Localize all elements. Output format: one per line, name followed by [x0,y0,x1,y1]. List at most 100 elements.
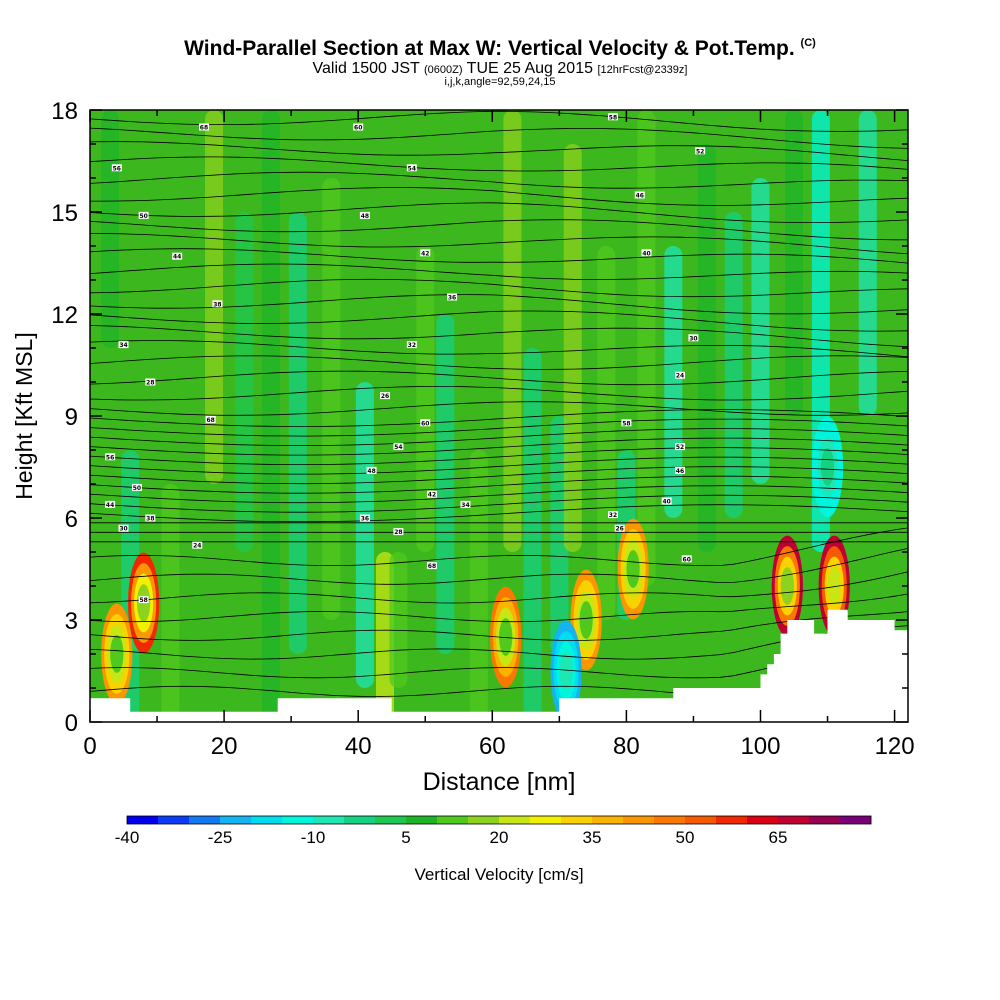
svg-text:28: 28 [146,380,154,387]
theta-label-6: 50 [138,211,149,220]
vv-cell-4-3 [626,550,640,588]
x-tick-label-40: 40 [345,733,372,760]
theta-label-36: 30 [118,524,129,533]
theta-label-17: 28 [145,378,156,387]
theta-line-31 [90,263,908,280]
theta-label-13: 36 [447,293,458,302]
theta-label-40: 68 [426,562,437,570]
svg-text:58: 58 [609,114,617,121]
vv-cell-5-3 [780,567,794,605]
colorbar-swatch-17 [654,816,686,824]
theta-line-19 [90,428,908,446]
svg-text:56: 56 [106,454,114,461]
theta-label-2: 58 [607,113,618,121]
svg-text:36: 36 [448,295,456,302]
theta-label-0: 68 [198,123,209,132]
vv-cell-3-3 [579,601,593,639]
y-tick-label-9: 9 [65,404,78,431]
colorbar-tick-7: 65 [769,828,788,847]
colorbar-swatch-3 [220,816,252,824]
theta-label-37: 28 [393,528,404,536]
theta-label-9: 44 [172,252,183,261]
svg-text:50: 50 [133,485,141,492]
theta-line-36 [90,187,908,206]
theta-line-37 [90,171,908,189]
svg-text:52: 52 [696,148,704,155]
terrain-mask [90,609,908,722]
theta-label-26: 50 [131,483,142,492]
vv-band-4 [235,212,254,552]
theta-line-7 [90,527,908,567]
x-tick-label-80: 80 [613,733,640,760]
svg-text:60: 60 [421,420,429,427]
svg-text:36: 36 [361,516,369,523]
vv-band-17 [563,144,582,552]
vv-band-7 [322,178,341,620]
vv-band-6 [288,212,307,654]
theta-label-14: 34 [118,341,129,349]
x-axis-label: Distance [nm] [423,768,576,796]
theta-label-31: 40 [661,497,672,506]
theta-line-20 [90,418,908,437]
colorbar-tick-1: -25 [208,828,233,847]
theta-line-29 [90,294,908,315]
theta-label-27: 48 [366,466,377,475]
theta-line-24 [90,370,908,386]
svg-text:52: 52 [676,444,684,451]
theta-line-6 [90,548,908,585]
colorbar-label: Vertical Velocity [cm/s] [414,865,583,884]
colorbar: -40 -25 -10 5 20 35 50 65 Vertical Velocity [cm/… [115,815,872,884]
vv-band-10 [389,552,408,688]
theta-line-34 [90,219,908,241]
svg-text:38: 38 [213,301,221,308]
theta-line-13 [90,485,908,504]
svg-text:24: 24 [193,543,201,550]
colorbar-swatch-9 [406,816,438,824]
svg-text:60: 60 [354,125,362,132]
colorbar-swatch-4 [251,816,283,824]
colorbar-tick-6: 50 [676,828,695,847]
theta-label-25: 52 [675,443,686,451]
vv-band-22 [697,144,716,552]
colorbar-swatch-21 [778,816,810,824]
colorbar-swatch-22 [809,816,841,824]
theta-label-41: 60 [681,555,692,563]
theta-line-30 [90,278,908,298]
svg-text:50: 50 [139,213,147,220]
theta-line-28 [90,310,908,332]
theta-label-39: 24 [192,541,203,550]
theta-label-32: 38 [145,514,156,523]
svg-text:26: 26 [381,393,389,400]
vv-band-12 [436,314,455,654]
svg-text:30: 30 [689,335,697,342]
svg-text:32: 32 [609,512,617,519]
colorbar-swatch-7 [344,816,376,824]
x-tick-label-60: 60 [479,733,506,760]
theta-line-35 [90,202,908,223]
theta-line-27 [90,325,908,348]
theta-line-23 [90,385,908,401]
x-tick-label-120: 120 [875,733,915,760]
theta-label-23: 56 [105,453,116,461]
svg-text:42: 42 [428,492,436,499]
theta-label-42: 58 [138,596,149,604]
theta-line-41 [90,110,908,132]
chart-title: Wind-Parallel Section at Max W: Vertical… [184,37,816,60]
theta-label-24: 54 [393,443,404,451]
vv-band-3 [205,110,224,484]
vv-band-2 [161,484,180,722]
colorbar-swatch-20 [747,816,779,824]
theta-line-38 [90,156,908,172]
y-tick-label-18: 18 [51,98,78,125]
vv-band-18 [597,246,616,620]
svg-text:56: 56 [113,165,121,172]
title-unit: (C) [800,37,816,49]
y-axis-label: Height [Kft MSL] [11,332,37,499]
theta-label-12: 38 [212,300,223,308]
colorbar-swatch-14 [561,816,593,824]
vv-band-5 [262,110,281,722]
svg-text:68: 68 [207,417,215,424]
colorbar-swatch-18 [685,816,717,824]
colorbar-swatch-5 [282,816,314,824]
colorbar-swatch-1 [158,816,190,824]
